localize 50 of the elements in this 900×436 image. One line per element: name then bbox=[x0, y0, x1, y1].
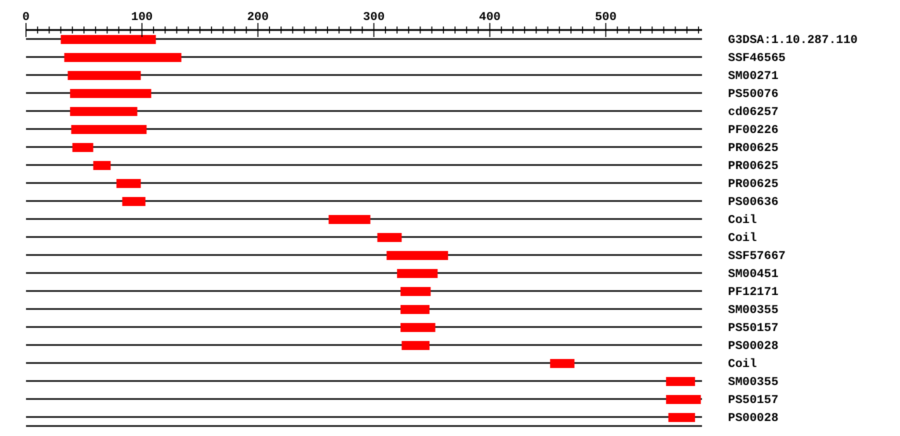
bar bbox=[72, 143, 94, 152]
bar bbox=[400, 323, 436, 332]
bar bbox=[402, 341, 430, 350]
y-tick-label: SSF46565 bbox=[728, 51, 786, 65]
bar bbox=[400, 305, 430, 314]
bar bbox=[377, 233, 402, 242]
x-tick-label: 100 bbox=[131, 10, 153, 24]
bar bbox=[666, 395, 701, 404]
bar bbox=[328, 215, 370, 224]
y-tick-label: G3DSA:1.10.287.110 bbox=[728, 33, 858, 47]
bar bbox=[64, 53, 182, 62]
y-tick-label: PR00625 bbox=[728, 177, 778, 191]
y-tick-label: SM00355 bbox=[728, 303, 778, 317]
bar bbox=[668, 413, 696, 422]
y-tick-label: SM00271 bbox=[728, 69, 778, 83]
bar bbox=[116, 179, 141, 188]
bar bbox=[122, 197, 146, 206]
bar bbox=[71, 125, 147, 134]
y-tick-label: SM00451 bbox=[728, 267, 778, 281]
bar bbox=[550, 359, 574, 368]
bar bbox=[68, 71, 141, 80]
bar bbox=[400, 287, 431, 296]
y-tick-label: Coil bbox=[728, 231, 757, 245]
bar bbox=[70, 107, 138, 116]
bar bbox=[70, 89, 152, 98]
y-tick-label: PS00028 bbox=[728, 411, 778, 425]
y-tick-label: PS00028 bbox=[728, 339, 778, 353]
bar bbox=[386, 251, 448, 260]
y-tick-label: PR00625 bbox=[728, 159, 778, 173]
x-tick-label: 0 bbox=[22, 10, 30, 24]
y-tick-label: PS00636 bbox=[728, 195, 778, 209]
y-tick-label: PS50076 bbox=[728, 87, 778, 101]
y-tick-label: Coil bbox=[728, 213, 757, 227]
y-tick-label: PF12171 bbox=[728, 285, 778, 299]
y-tick-label: SSF57667 bbox=[728, 249, 786, 263]
bar bbox=[666, 377, 696, 386]
bar bbox=[60, 35, 156, 44]
y-tick-label: PR00625 bbox=[728, 141, 778, 155]
bar bbox=[93, 161, 111, 170]
y-tick-label: Coil bbox=[728, 357, 757, 371]
y-tick-label: PS50157 bbox=[728, 393, 778, 407]
y-tick-label: PS50157 bbox=[728, 321, 778, 335]
x-tick-label: 300 bbox=[363, 10, 385, 24]
x-tick-label: 200 bbox=[247, 10, 269, 24]
y-tick-label: SM00355 bbox=[728, 375, 778, 389]
bar bbox=[397, 269, 438, 278]
y-tick-label: cd06257 bbox=[728, 105, 778, 119]
x-tick-label: 400 bbox=[479, 10, 501, 24]
y-tick-label: PF00226 bbox=[728, 123, 778, 137]
x-tick-label: 500 bbox=[594, 10, 617, 24]
